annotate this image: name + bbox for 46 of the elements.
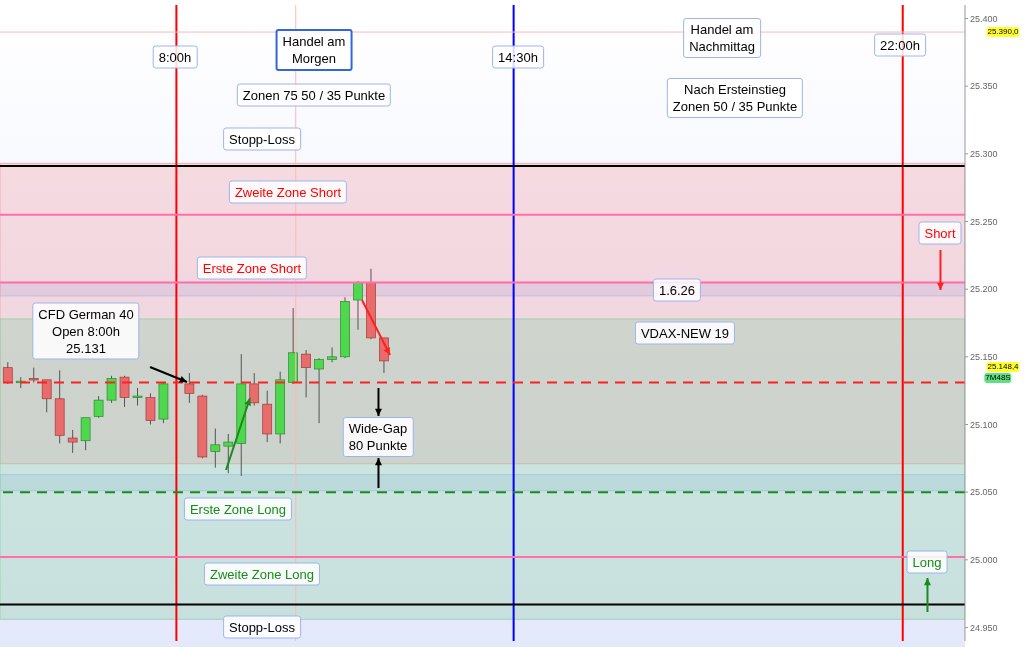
band-label: Erste Zone Short (202, 259, 302, 277)
ref-line-label: 25.390,0 (987, 27, 1019, 37)
candlestick (119, 375, 130, 408)
candlestick (145, 392, 156, 425)
annotation: Zonen 75 50 / 35 Punkte (242, 86, 386, 104)
y-tick-label: 25.200 (970, 284, 998, 295)
text: 7M48S (985, 373, 1011, 383)
candlestick (106, 375, 117, 404)
annotation: Wide-Gap 80 Punkte (348, 420, 408, 454)
ref-line-label: 14:30h (498, 48, 538, 66)
candlestick (210, 428, 221, 469)
ref-line-label: Stopp-Loss (229, 618, 295, 636)
ref-line-label: Zweite Zone Long (209, 565, 315, 583)
candlestick (314, 357, 324, 424)
candlestick (93, 395, 104, 419)
text: 25.148,4 (987, 362, 1019, 372)
y-tick-label: 25.000 (970, 555, 998, 565)
annotation: Nach Ersteinstieg Zonen 50 / 35 Punkte (672, 81, 798, 115)
ref-line-label: 22:00h (880, 36, 920, 54)
candlestick (41, 379, 52, 413)
band-label: Long (912, 553, 942, 571)
y-tick-label: 25.100 (970, 419, 998, 430)
ref-line-label: 8:00h (158, 48, 192, 66)
candlestick (301, 349, 311, 398)
y-tick-label: 25.050 (970, 487, 998, 498)
y-tick-label: 24.950 (970, 622, 998, 633)
ref-line-label: Zweite Zone Short (234, 183, 342, 201)
y-tick-label: 25.400 (970, 13, 998, 24)
y-tick-label: 25.350 (970, 81, 998, 92)
candlestick (327, 346, 337, 363)
candlestick (353, 280, 363, 331)
candlestick (223, 433, 234, 474)
y-tick-label: 25.150 (970, 352, 998, 363)
band-label: Short (924, 224, 956, 242)
y-tick-label: 25.300 (970, 149, 998, 160)
annotation: 1.6.26 (658, 281, 696, 299)
candlestick (80, 417, 91, 451)
annotation: Handel am Nachmittag (689, 21, 755, 55)
y-tick-label: 25.250 (970, 216, 998, 227)
candlestick (184, 372, 195, 404)
band-label: Erste Zone Long (189, 500, 287, 518)
annotation: VDAX-NEW 19 (640, 324, 730, 342)
ref-line-label: Stopp-Loss (229, 130, 295, 148)
annotation: Handel am Morgen (282, 33, 346, 67)
candlestick (67, 429, 78, 454)
ref-line-label: CFD German 40 Open 8:00h 25.131 (38, 305, 134, 357)
